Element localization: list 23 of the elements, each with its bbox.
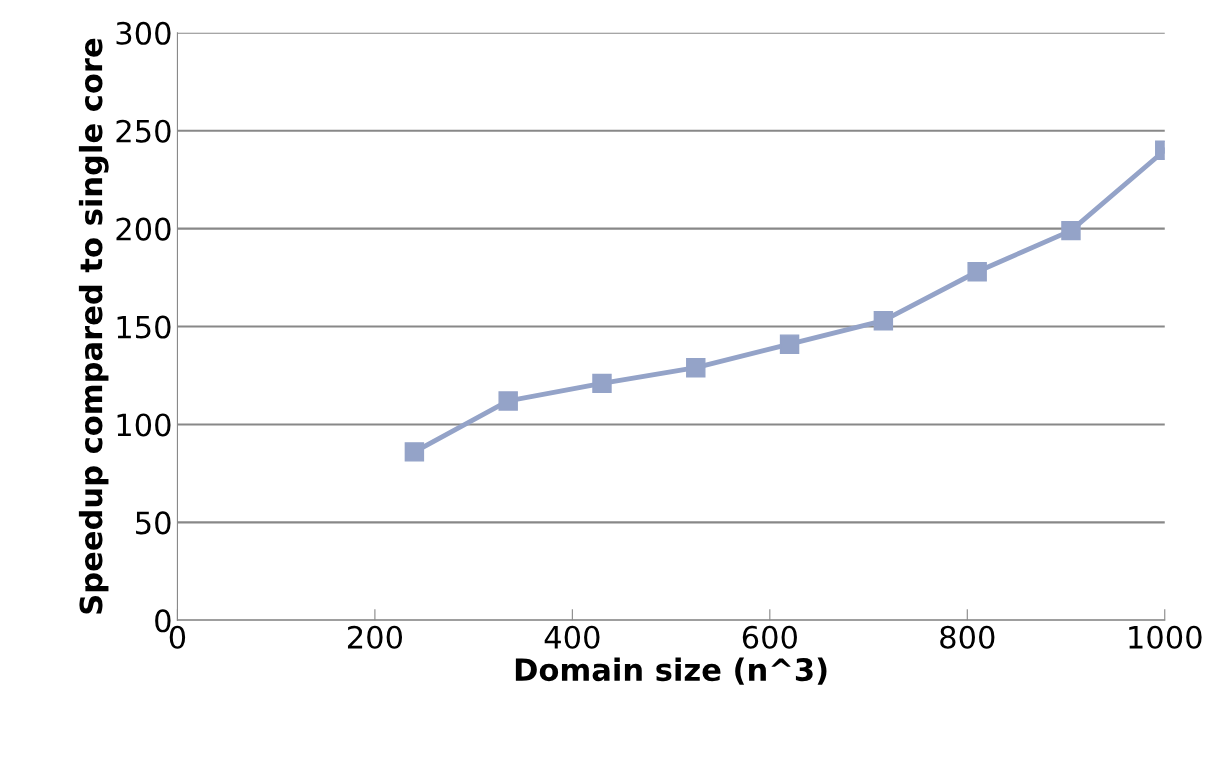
point [498,391,518,411]
x-tick-label: 1000 [1129,625,1202,649]
y-tick-label: 300 [116,21,171,45]
y-tick-label: 0 [155,609,171,633]
point [967,262,987,282]
x-axis-title: Domain size (n^3) [515,657,827,685]
x-tick-label: 600 [742,625,797,649]
y-axis-title: Speedup compared to single core [78,38,109,614]
point [686,357,706,378]
y-tick-label: 200 [116,217,171,241]
point [779,334,800,354]
y-tick-label: 150 [117,315,171,339]
point [1061,220,1081,241]
point [873,310,894,331]
point [404,442,425,462]
y-tick-label: 250 [116,119,171,143]
x-tick-label: 0 [169,625,186,649]
point [592,373,612,394]
y-tick-label: 100 [117,413,171,437]
y-tick-label: 50 [136,511,171,535]
x-tick-label: 800 [940,625,995,649]
x-tick-label: 400 [544,625,600,649]
x-tick-label: 200 [347,625,403,649]
